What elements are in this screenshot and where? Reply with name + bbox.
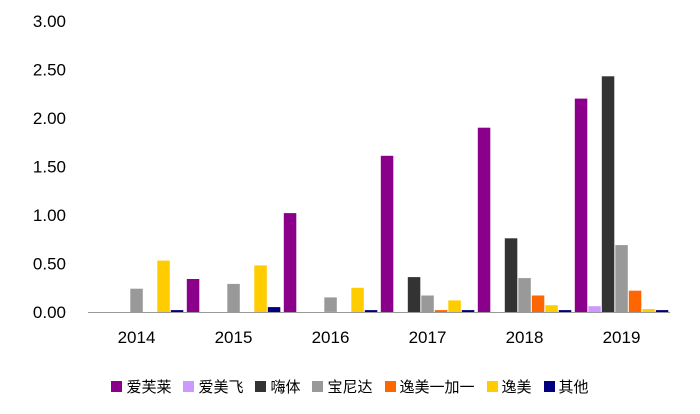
x-tick-label: 2017 xyxy=(409,328,447,347)
bar xyxy=(588,306,601,312)
bar xyxy=(227,283,240,312)
bar xyxy=(655,310,669,312)
y-tick-label: 1.00 xyxy=(33,206,66,225)
bar xyxy=(130,288,143,312)
bar xyxy=(434,310,448,312)
legend-item: 逸美 xyxy=(486,376,532,397)
legend-item: 爱美飞 xyxy=(183,376,243,397)
x-tick-label: 2016 xyxy=(312,328,350,347)
bar xyxy=(574,98,588,312)
bar xyxy=(642,309,655,312)
legend-label: 逸美 xyxy=(501,377,532,396)
bar xyxy=(267,307,281,312)
y-tick-label: 3.00 xyxy=(33,12,66,31)
bar xyxy=(504,238,518,312)
legend-label: 逸美一加一 xyxy=(399,377,475,396)
bar xyxy=(351,287,364,313)
bar xyxy=(380,155,394,312)
legend-swatch xyxy=(255,380,267,392)
legend-item: 其他 xyxy=(543,376,589,397)
legend-swatch xyxy=(111,380,123,392)
bar xyxy=(157,260,170,312)
x-tick-label: 2014 xyxy=(118,328,156,347)
bar xyxy=(283,213,297,312)
bar xyxy=(324,297,337,312)
bar xyxy=(421,295,434,312)
y-tick-label: 1.50 xyxy=(33,158,66,177)
bar xyxy=(518,278,531,312)
bar xyxy=(558,310,572,312)
bar xyxy=(461,310,475,312)
legend-swatch xyxy=(183,380,195,392)
bar xyxy=(186,279,200,312)
y-axis-tick-labels: 0.00 0.50 1.00 1.50 2.00 2.50 3.00 xyxy=(33,12,66,322)
bar xyxy=(615,245,628,312)
legend-label: 爱美飞 xyxy=(198,377,244,396)
bar xyxy=(407,277,421,312)
legend-item: 逸美一加一 xyxy=(384,376,475,397)
bars xyxy=(130,76,669,313)
y-tick-label: 0.00 xyxy=(33,303,66,322)
bar-chart: 0.000.501.001.502.002.503.00 2014 2015 201… xyxy=(33,12,670,347)
x-tick-label: 2019 xyxy=(603,328,641,347)
bar xyxy=(254,265,267,312)
legend-item: 宝尼达 xyxy=(312,376,373,397)
bar xyxy=(601,76,615,312)
legend-item: 嗨体 xyxy=(255,376,300,397)
legend-swatch xyxy=(543,380,555,392)
legend-swatch xyxy=(312,380,324,392)
bar xyxy=(170,310,184,312)
bar xyxy=(545,305,558,312)
bar xyxy=(448,300,461,312)
legend: 爱芙莱 爱美飞 嗨体 宝尼达 逸美一加一 逸美 其他 xyxy=(0,373,700,399)
x-axis-tick-labels: 2014 2015 2016 2017 2018 2019 xyxy=(118,328,641,347)
legend-label: 其他 xyxy=(558,377,589,396)
legend-item: 爱芙莱 xyxy=(111,376,171,397)
bar xyxy=(531,295,545,312)
y-tick-label: 2.00 xyxy=(33,109,66,128)
bar xyxy=(628,290,642,312)
bar xyxy=(477,127,491,312)
x-tick-label: 2015 xyxy=(215,328,253,347)
y-tick-label: 2.50 xyxy=(33,61,66,80)
x-tick-label: 2018 xyxy=(506,328,544,347)
bar xyxy=(364,310,378,312)
legend-label: 宝尼达 xyxy=(327,377,373,396)
legend-label: 嗨体 xyxy=(270,377,301,396)
legend-swatch xyxy=(384,380,396,392)
legend-label: 爱芙莱 xyxy=(126,377,172,396)
legend-swatch xyxy=(486,380,498,392)
y-tick-label: 0.50 xyxy=(33,255,66,274)
